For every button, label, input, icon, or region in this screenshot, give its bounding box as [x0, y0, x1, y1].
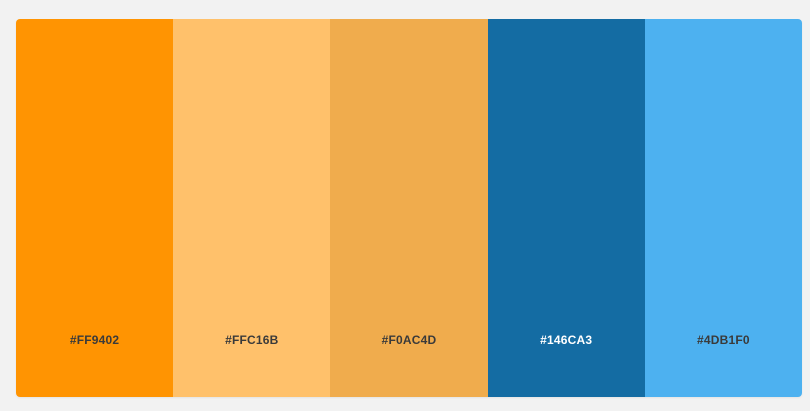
- hex-code-label[interactable]: #F0AC4D: [381, 333, 437, 347]
- color-swatch-3[interactable]: #F0AC4D: [330, 19, 488, 397]
- hex-code-label[interactable]: #FFC16B: [225, 333, 279, 347]
- color-swatch-5[interactable]: #4DB1F0: [644, 19, 802, 397]
- color-swatch-4[interactable]: #146CA3: [487, 19, 645, 397]
- hex-code-label[interactable]: #4DB1F0: [697, 333, 750, 347]
- color-swatch-1[interactable]: #FF9402: [16, 19, 174, 397]
- hex-code-label[interactable]: #146CA3: [540, 333, 593, 347]
- hex-code-label[interactable]: #FF9402: [69, 333, 120, 347]
- color-palette: #FF9402 #FFC16B #F0AC4D #146CA3 #4DB1F0: [16, 19, 802, 397]
- color-swatch-2[interactable]: #FFC16B: [173, 19, 331, 397]
